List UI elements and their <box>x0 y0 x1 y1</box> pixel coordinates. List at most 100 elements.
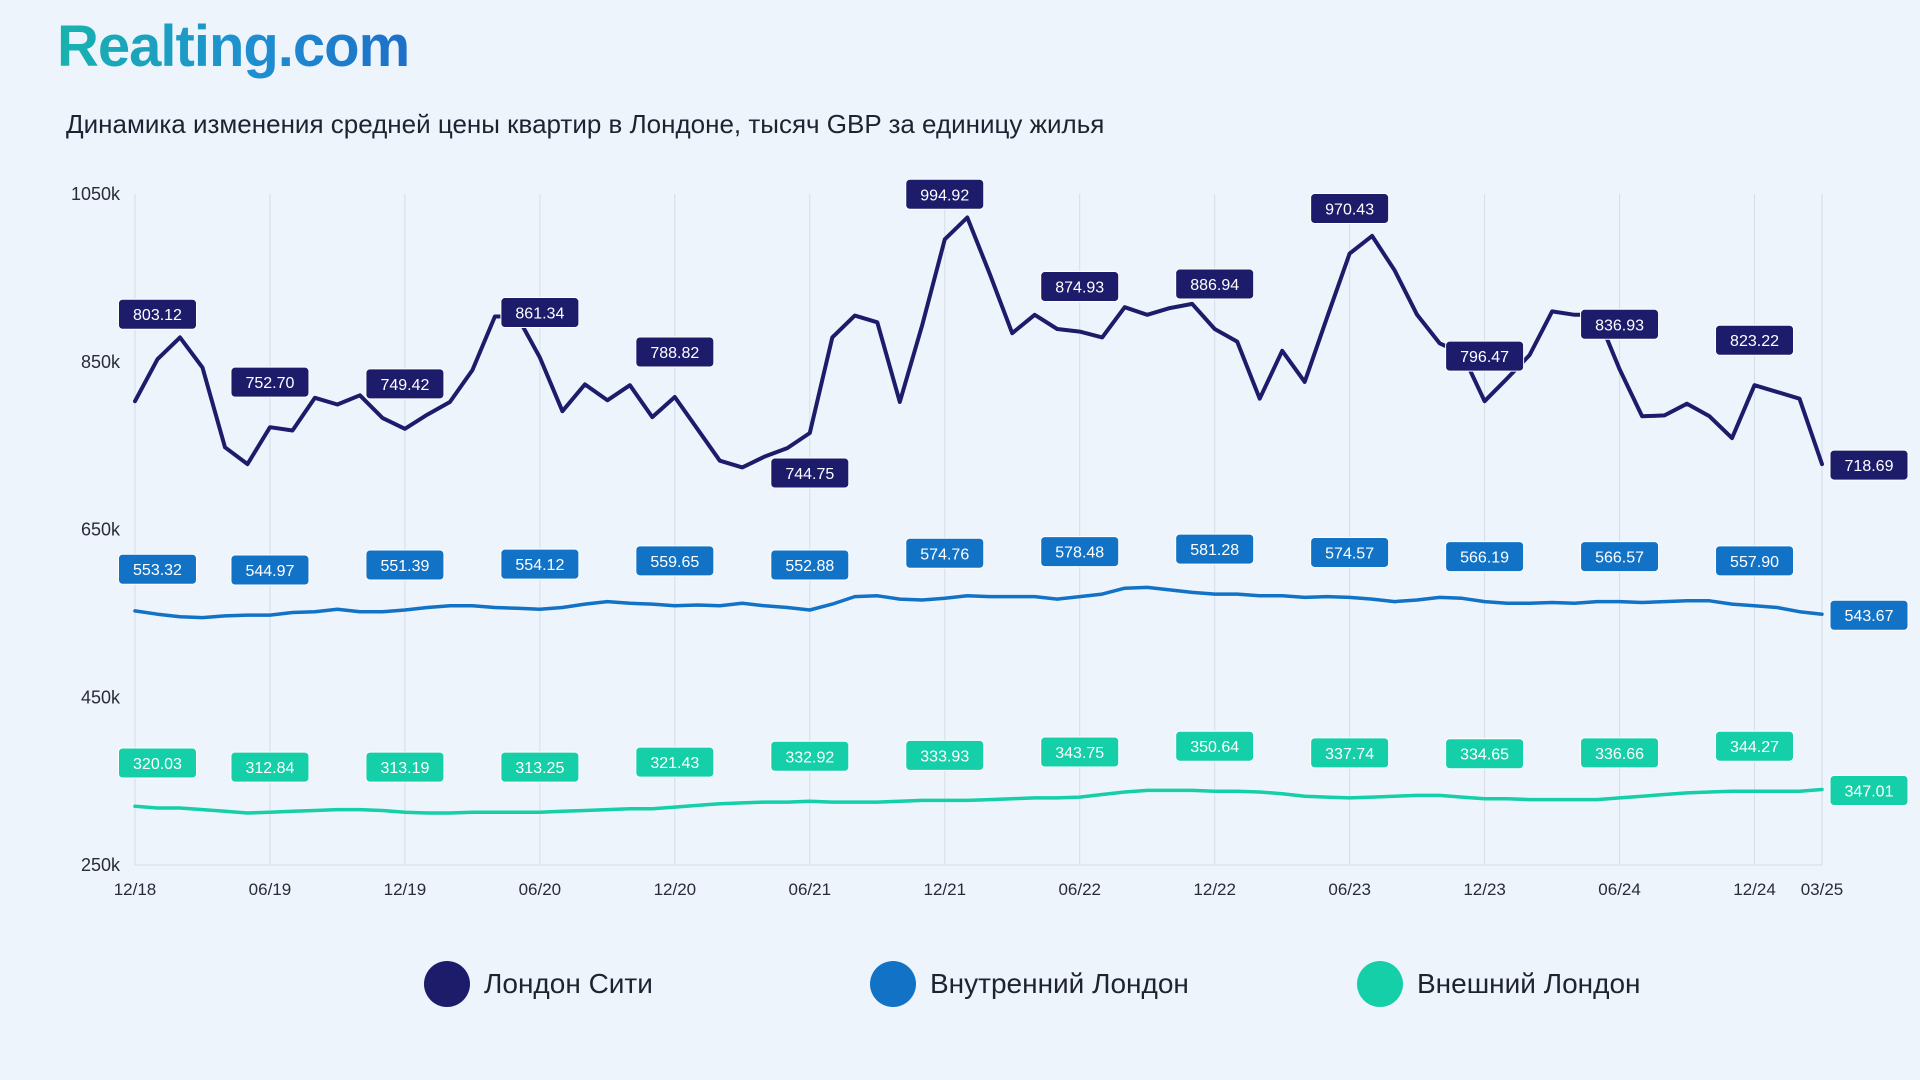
data-label-bg-inner-54 <box>1310 536 1390 568</box>
data-label-inner-60: 566.19 <box>1460 550 1509 567</box>
data-label-bg-outer-24 <box>635 746 715 778</box>
x-tick-label-12-24: 12/24 <box>1733 880 1776 899</box>
data-label-outer-42: 343.75 <box>1055 745 1104 762</box>
legend-marker-inner <box>870 961 916 1007</box>
data-label-bg-outer-1 <box>117 747 197 779</box>
data-label-city-54: 970.43 <box>1325 202 1374 219</box>
data-label-bg-city-48 <box>1175 268 1255 300</box>
data-label-city-1: 803.12 <box>133 307 182 324</box>
data-label-bg-city-6 <box>230 366 310 398</box>
realting-logo[interactable]: Realting.com <box>57 8 410 86</box>
data-label-inner-72: 557.90 <box>1730 554 1779 571</box>
data-label-bg-outer-42 <box>1040 736 1120 768</box>
x-tick-label-06-21: 06/21 <box>789 880 832 899</box>
data-label-bg-inner-24 <box>635 545 715 577</box>
legend-label-outer: Внешний Лондон <box>1417 968 1641 999</box>
data-label-bg-city-30 <box>770 457 850 489</box>
x-tick-label-06-20: 06/20 <box>519 880 562 899</box>
data-label-bg-inner-18 <box>500 548 580 580</box>
data-label-outer-30: 332.92 <box>785 749 834 766</box>
data-label-inner-18: 554.12 <box>515 557 564 574</box>
data-label-bg-city-60 <box>1445 340 1525 372</box>
data-label-outer-18: 313.25 <box>515 760 564 777</box>
data-label-bg-outer-48 <box>1175 730 1255 762</box>
data-label-inner-48: 581.28 <box>1190 542 1239 559</box>
data-label-city-72: 823.22 <box>1730 333 1779 350</box>
data-label-bg-outer-72 <box>1715 730 1795 762</box>
chart-title: Динамика изменения средней цены квартир … <box>66 109 1105 139</box>
data-label-bg-outer-54 <box>1310 737 1390 769</box>
data-label-bg-outer-60 <box>1445 738 1525 770</box>
data-label-city-12: 749.42 <box>380 377 429 394</box>
y-tick-label-250k: 250k <box>81 855 121 875</box>
data-label-inner-54: 574.57 <box>1325 545 1374 562</box>
legend-marker-outer <box>1357 961 1403 1007</box>
data-label-bg-city-75 <box>1829 449 1909 481</box>
series-line-outer[interactable] <box>133 787 1824 815</box>
data-label-city-30: 744.75 <box>785 466 834 483</box>
data-label-bg-inner-36 <box>905 537 985 569</box>
chart-legend: Лондон Сити Внутренний Лондон Внешний Ло… <box>0 958 1920 1010</box>
data-label-inner-75: 543.67 <box>1845 608 1894 625</box>
data-label-bg-outer-36 <box>905 739 985 771</box>
data-label-bg-city-72 <box>1715 324 1795 356</box>
data-label-inner-1: 553.32 <box>133 562 182 579</box>
data-label-city-18: 861.34 <box>515 306 564 323</box>
data-label-bg-inner-75 <box>1829 599 1909 631</box>
x-tick-label-12-19: 12/19 <box>384 880 427 899</box>
y-tick-label-1050k: 1050k <box>71 184 121 204</box>
data-label-city-36: 994.92 <box>920 187 969 204</box>
data-label-outer-48: 350.64 <box>1190 739 1239 756</box>
data-label-bg-city-1 <box>117 298 197 330</box>
data-label-bg-city-12 <box>365 368 445 400</box>
data-label-inner-6: 544.97 <box>245 563 294 580</box>
data-label-bg-inner-12 <box>365 549 445 581</box>
data-label-bg-inner-1 <box>117 553 197 585</box>
data-label-bg-city-42 <box>1040 271 1120 303</box>
data-label-inner-30: 552.88 <box>785 558 834 575</box>
data-label-bg-outer-12 <box>365 751 445 783</box>
legend-item-inner[interactable]: Внутренний Лондон <box>870 958 1189 1010</box>
data-label-bg-city-36 <box>905 178 985 210</box>
x-tick-label-12-23: 12/23 <box>1463 880 1506 899</box>
legend-label-inner: Внутренний Лондон <box>930 968 1189 999</box>
series-line-city[interactable] <box>133 215 1824 470</box>
x-tick-label-12-22: 12/22 <box>1193 880 1236 899</box>
data-label-bg-outer-18 <box>500 751 580 783</box>
data-label-city-48: 886.94 <box>1190 277 1239 294</box>
data-label-outer-75: 347.01 <box>1845 784 1894 801</box>
data-label-bg-outer-75 <box>1829 775 1909 807</box>
data-label-outer-36: 333.93 <box>920 748 969 765</box>
x-tick-label-06-22: 06/22 <box>1058 880 1101 899</box>
data-label-city-60: 796.47 <box>1460 349 1509 366</box>
data-label-city-6: 752.70 <box>245 375 294 392</box>
data-label-bg-inner-66 <box>1580 541 1660 573</box>
data-label-bg-city-54 <box>1310 193 1390 225</box>
data-label-bg-inner-30 <box>770 549 850 581</box>
data-label-inner-36: 574.76 <box>920 546 969 563</box>
series-line-inner[interactable] <box>133 585 1824 620</box>
data-label-outer-72: 344.27 <box>1730 739 1779 756</box>
legend-marker-city <box>424 961 470 1007</box>
data-label-inner-42: 578.48 <box>1055 545 1104 562</box>
data-label-bg-inner-72 <box>1715 545 1795 577</box>
data-label-outer-24: 321.43 <box>650 755 699 772</box>
data-label-outer-60: 334.65 <box>1460 747 1509 764</box>
data-label-outer-54: 337.74 <box>1325 746 1374 763</box>
data-label-bg-inner-42 <box>1040 536 1120 568</box>
legend-item-city[interactable]: Лондон Сити <box>424 958 653 1010</box>
legend-item-outer[interactable]: Внешний Лондон <box>1357 958 1640 1010</box>
y-tick-label-650k: 650k <box>81 520 121 540</box>
data-label-inner-66: 566.57 <box>1595 550 1644 567</box>
data-label-city-75: 718.69 <box>1845 458 1894 475</box>
x-tick-label-06-23: 06/23 <box>1328 880 1371 899</box>
data-label-inner-12: 551.39 <box>380 558 429 575</box>
data-label-bg-inner-48 <box>1175 533 1255 565</box>
data-label-bg-inner-6 <box>230 554 310 586</box>
data-label-bg-inner-60 <box>1445 541 1525 573</box>
data-label-city-42: 874.93 <box>1055 280 1104 297</box>
data-label-bg-city-66 <box>1580 308 1660 340</box>
data-label-bg-city-18 <box>500 297 580 329</box>
x-tick-label-12-21: 12/21 <box>923 880 966 899</box>
